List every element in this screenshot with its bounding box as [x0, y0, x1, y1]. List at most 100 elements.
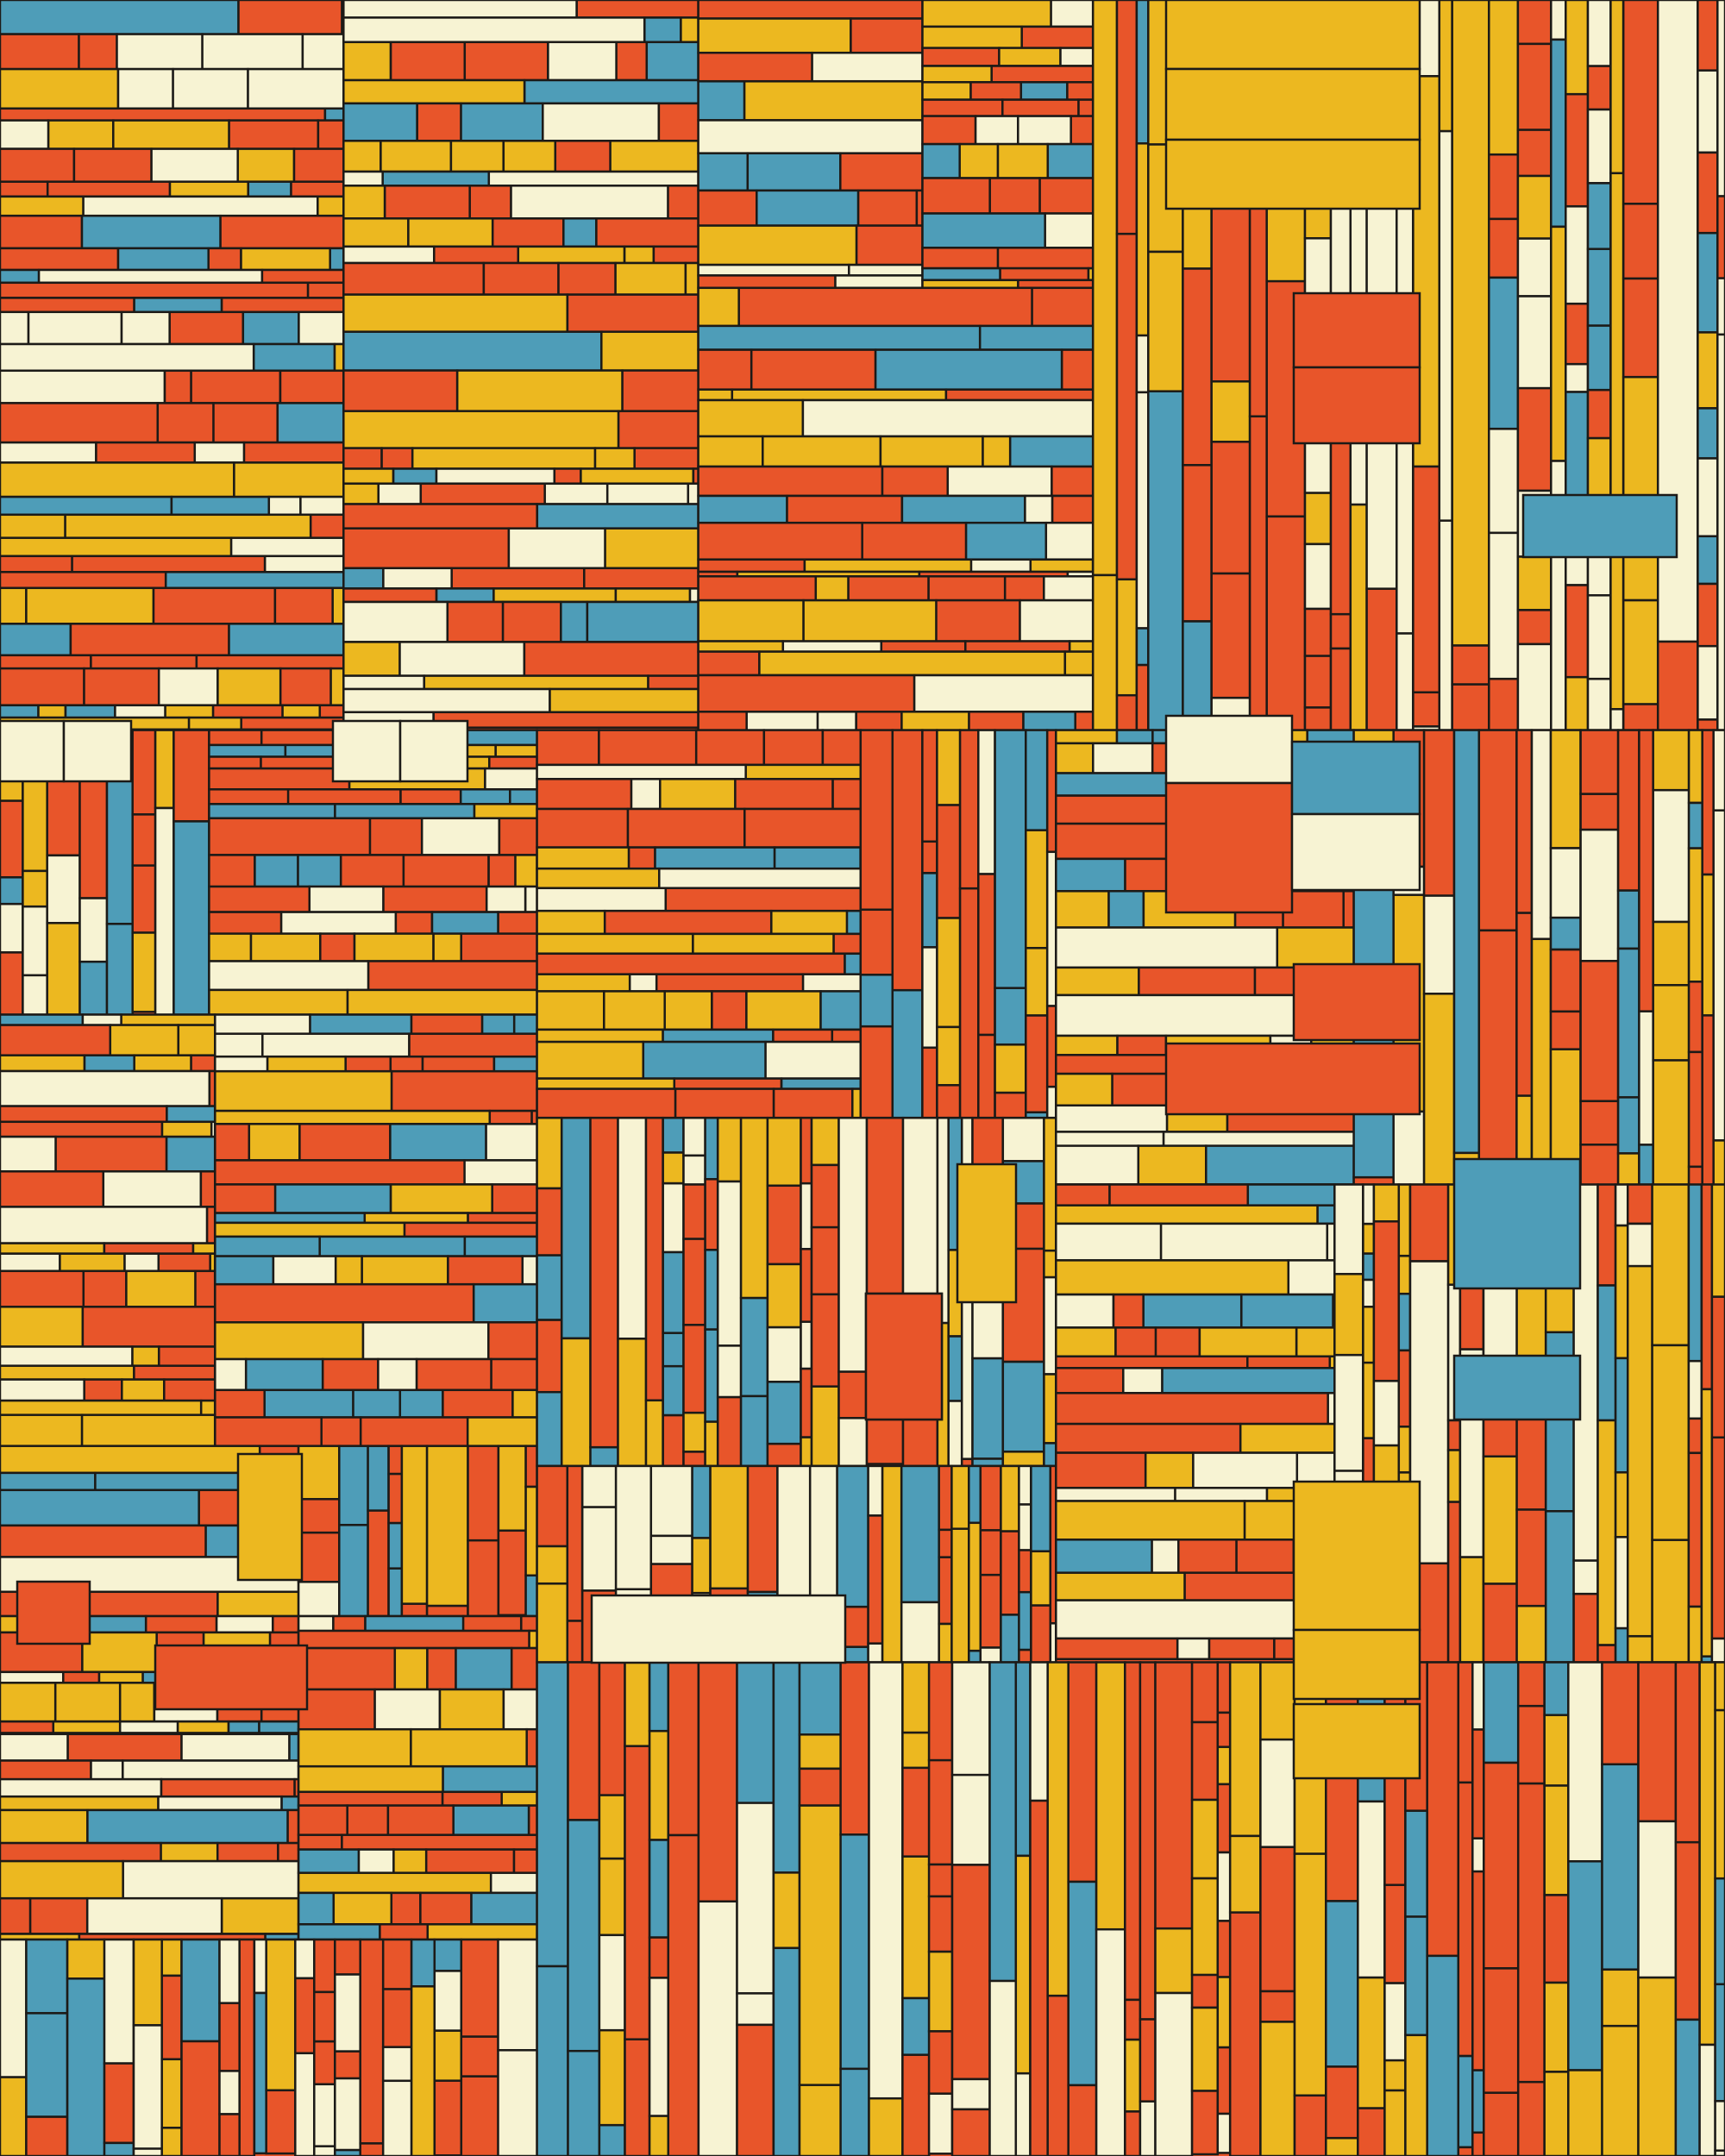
stripe-segment: [936, 1116, 950, 1325]
stripe-segment: [938, 1556, 953, 1626]
stripe-segment: [536, 1187, 563, 1257]
stripe-segment: [1362, 1222, 1376, 1255]
stripe-segment: [1190, 1877, 1220, 1977]
stripe-segment: [536, 867, 661, 890]
stripe-segment: [667, 1661, 700, 1837]
stripe-segment: [1325, 1661, 1359, 1902]
stripe-segment: [566, 1464, 584, 1622]
stripe-segment: [1190, 1798, 1220, 1880]
stripe-segment: [697, 558, 806, 573]
stripe-segment: [160, 1777, 296, 1798]
stripe-segment: [1637, 1976, 1678, 2156]
stripe-segment: [342, 185, 386, 220]
stripe-segment: [1697, 0, 1719, 72]
stripe-segment: [1488, 677, 1520, 731]
stripe-segment: [0, 1413, 84, 1447]
stripe-segment: [958, 887, 980, 1119]
stripe-segment: [208, 911, 283, 935]
stripe-segment: [697, 189, 758, 227]
stripe-segment: [1701, 1014, 1715, 1186]
stripe-segment: [1543, 1981, 1570, 2073]
stripe-segment: [383, 185, 471, 220]
stripe-segment: [766, 1326, 802, 1383]
stripe-segment: [694, 729, 766, 767]
stripe-segment: [1457, 1781, 1474, 2058]
stripe-segment: [258, 1720, 300, 1734]
stripe-segment: [228, 623, 345, 657]
stripe-segment: [935, 599, 1021, 642]
stripe-segment: [1019, 81, 1069, 101]
stripe-segment: [1357, 1976, 1386, 2109]
stripe-segment: [1259, 1846, 1296, 1993]
stripe-segment: [1383, 2059, 1407, 2092]
stripe-segment: [1550, 38, 1567, 229]
stripe-segment: [1303, 706, 1333, 731]
stripe-segment: [736, 2023, 775, 2156]
stripe-segment: [1596, 1419, 1617, 1646]
stripe-segment: [1626, 1264, 1653, 1638]
stripe-segment: [1471, 1661, 1485, 1731]
stripe-segment: [682, 1411, 706, 1453]
stripe-segment: [1516, 386, 1552, 492]
stripe-segment: [1488, 153, 1520, 221]
stripe-segment: [968, 1464, 982, 1525]
stripe-segment: [114, 704, 166, 719]
stripe-segment: [704, 1116, 719, 1181]
stripe-segment: [1712, 1139, 1725, 1186]
stripe-segment: [237, 0, 343, 35]
stripe-segment: [927, 1661, 954, 1762]
stripe-segment: [1228, 1834, 1262, 1914]
stripe-segment: [512, 1013, 538, 1035]
stripe-segment: [781, 640, 883, 653]
stripe-segment: [338, 1524, 369, 1618]
stripe-segment: [746, 152, 842, 192]
stripe-segment: [524, 1445, 538, 1489]
stripe-segment: [762, 435, 882, 468]
stripe-segment: [536, 846, 630, 870]
stripe-segment: [786, 494, 904, 524]
stripe-segment: [1714, 2149, 1725, 2156]
stripe-segment: [432, 711, 699, 729]
stripe-segment: [950, 2108, 991, 2156]
stripe-segment: [1055, 1451, 1147, 1489]
stripe-segment: [819, 990, 862, 1031]
stripe-segment: [1124, 1661, 1142, 2002]
stripe-segment: [1652, 984, 1690, 1062]
stripe-segment: [390, 1891, 422, 1926]
stripe-segment: [810, 1385, 840, 1468]
stripe-segment: [297, 1833, 343, 1851]
stripe-segment: [329, 247, 345, 272]
stripe-segment: [160, 2127, 183, 2156]
stripe-segment: [1714, 2100, 1725, 2152]
stripe-segment: [1651, 1344, 1690, 1541]
stripe-segment: [856, 189, 919, 227]
stripe-segment: [938, 1622, 953, 1664]
stripe-segment: [1609, 0, 1625, 175]
stripe-segment: [1333, 1353, 1364, 1472]
stripe-segment: [359, 1416, 469, 1447]
stripe-segment: [342, 78, 526, 105]
stripe-segment: [901, 1661, 931, 1734]
stripe-segment: [0, 495, 173, 517]
stripe-segment: [580, 1506, 618, 1592]
stripe-segment: [1216, 1661, 1232, 1714]
stripe-segment: [1161, 1367, 1336, 1395]
stripe-segment: [1138, 2100, 1157, 2156]
stripe-segment: [297, 1790, 444, 1807]
stripe-segment: [1115, 232, 1138, 581]
stripe-segment: [1046, 142, 1095, 179]
stripe-segment: [621, 369, 699, 412]
stripe-segment: [80, 214, 222, 250]
stripe-segment: [242, 441, 345, 464]
stripe-segment: [736, 1992, 775, 2027]
stripe-segment: [562, 217, 598, 248]
stripe-segment: [990, 65, 1095, 84]
stripe-segment: [1674, 2018, 1701, 2156]
stripe-segment: [0, 1105, 168, 1124]
stripe-segment: [1567, 2069, 1603, 2156]
stripe-segment: [1404, 1809, 1428, 1918]
stripe-segment: [1622, 0, 1659, 205]
stripe-segment: [979, 1464, 1002, 1532]
stripe-segment: [1362, 1278, 1376, 1308]
stripe-segment: [194, 1269, 216, 1308]
